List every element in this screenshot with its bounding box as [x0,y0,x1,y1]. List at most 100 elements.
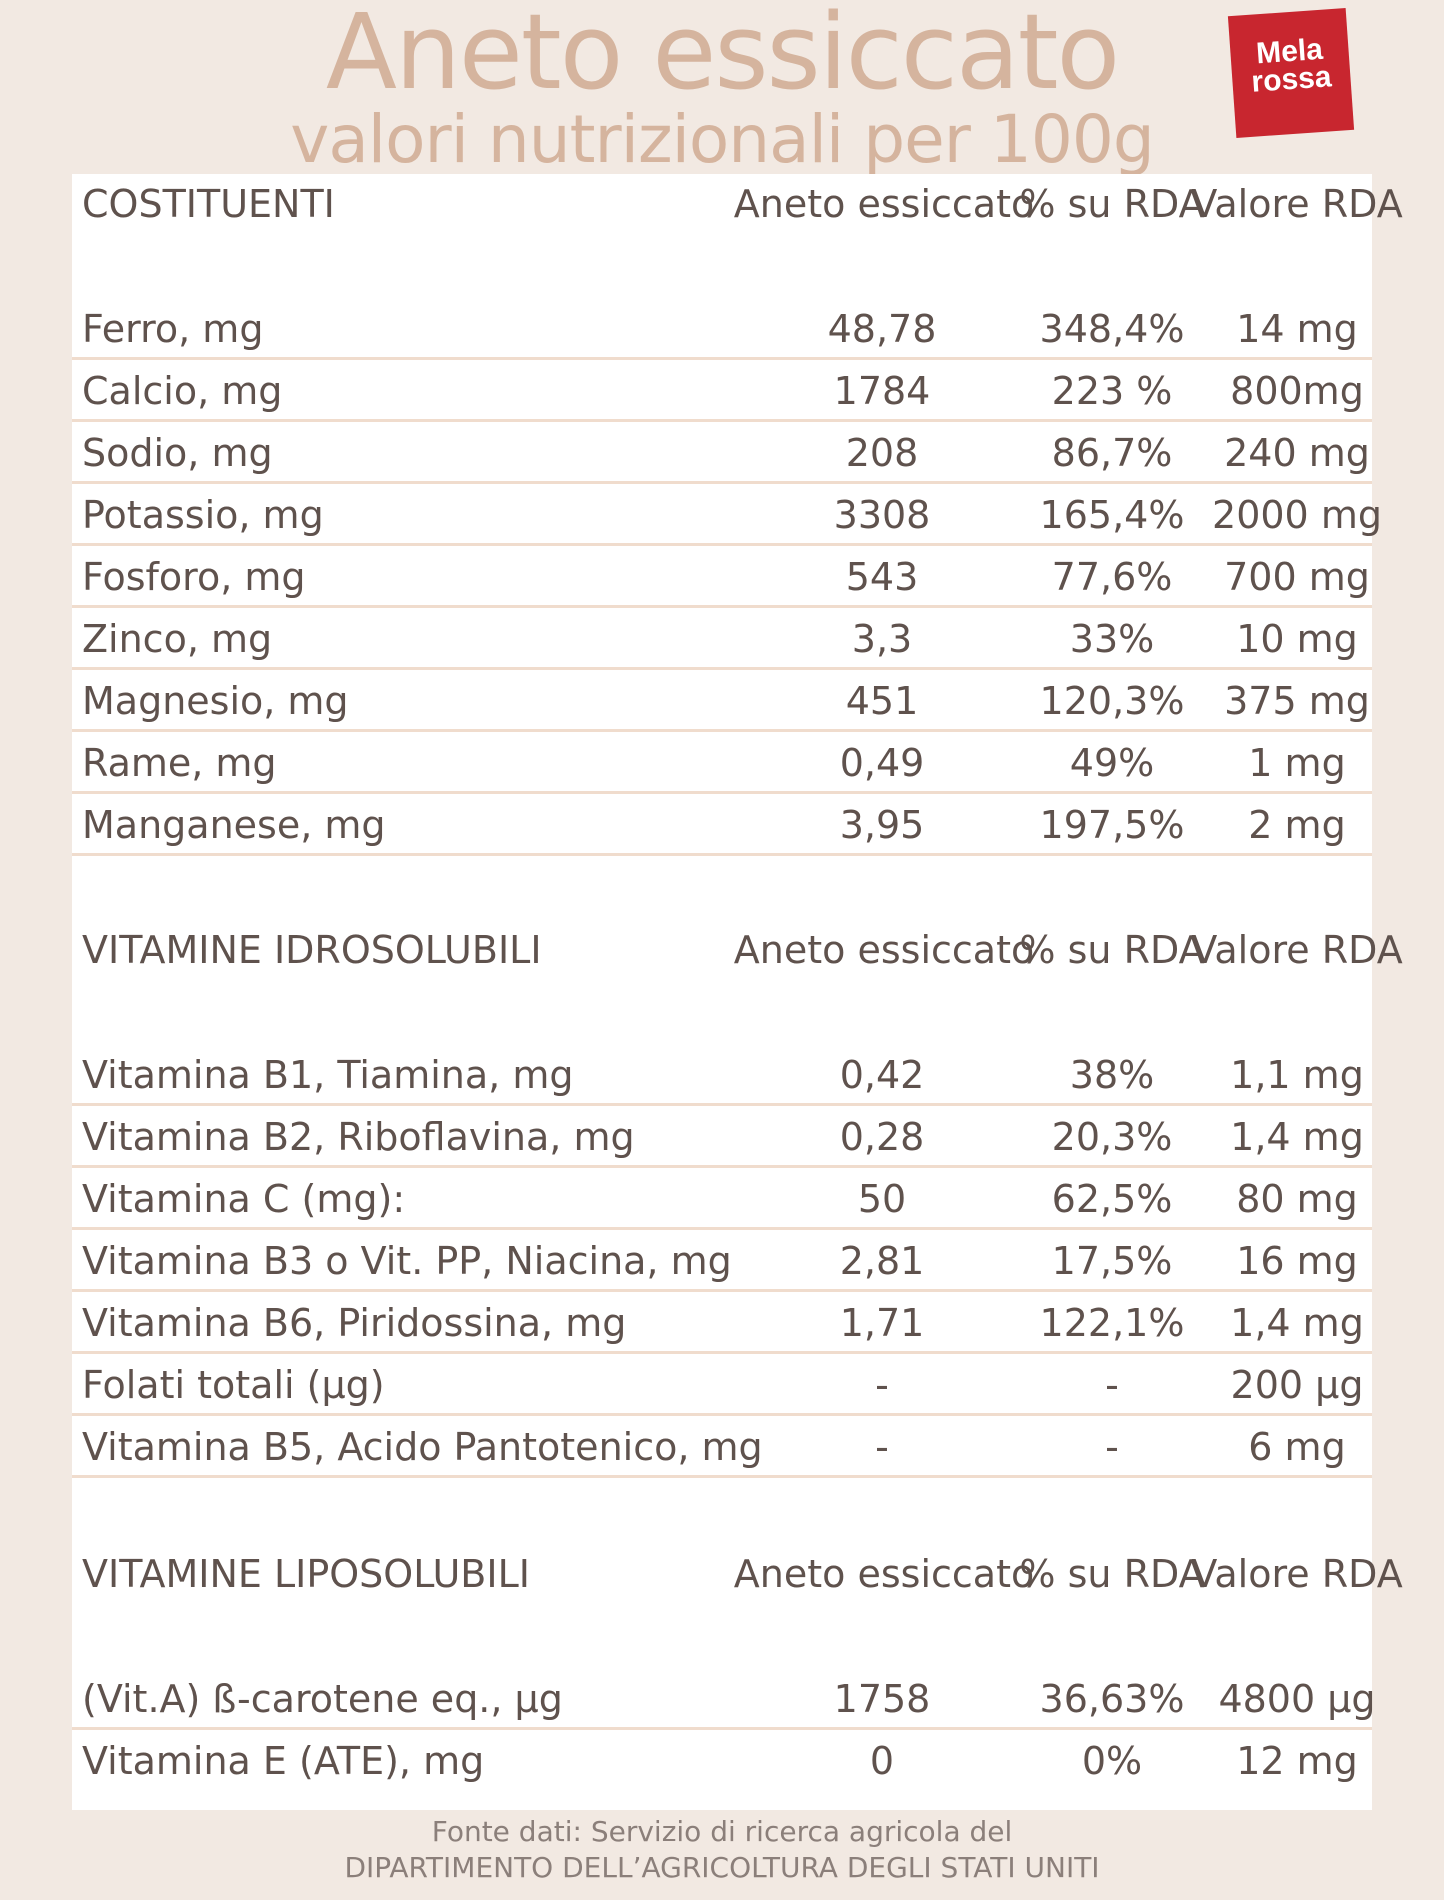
row-rda-value: 1,4 mg [1230,1115,1364,1159]
row-rda-percent: 165,4% [1039,493,1185,537]
row-label: Sodio, mg [82,431,273,475]
header-col-rda-percent: % su RDA [1019,928,1205,972]
row-rda-value: 2 mg [1248,803,1346,847]
row-label: Vitamina E (ATE), mg [82,1739,485,1783]
table-row: Zinco, mg 3,3 33% 10 mg [72,608,1372,670]
table-row: (Vit.A) ß-carotene eq., µg 1758 36,63% 4… [72,1668,1376,1730]
footer-line-1: Fonte dati: Servizio di ricerca agricola… [431,1815,1013,1848]
section-header-costituenti: COSTITUENTI Aneto essiccato % su RDA Val… [72,174,1403,234]
nutrition-table: COSTITUENTI Aneto essiccato % su RDA Val… [72,174,1403,1810]
row-label: Vitamina B6, Piridossina, mg [82,1301,627,1345]
table-row: Potassio, mg 3308 165,4% 2000 mg [72,484,1382,546]
table-row: Folati totali (µg) - - 200 µg [72,1354,1372,1416]
row-rda-value: 1,4 mg [1230,1301,1364,1345]
row-rda-percent: 120,3% [1039,679,1185,723]
row-rda-percent: 49% [1069,741,1155,785]
row-rda-value: 14 mg [1236,307,1358,351]
footer-line-2: DIPARTIMENTO DELL’AGRICOLTURA DEGLI STAT… [344,1851,1100,1884]
header-col-rda-value: Valore RDA [1191,182,1403,226]
row-value: 50 [857,1177,907,1221]
row-rda-percent: 77,6% [1051,555,1173,599]
row-value: 1,71 [839,1301,925,1345]
row-value: 3308 [833,493,931,537]
header-col-value: Aneto essiccato [733,928,1035,972]
row-rda-percent: 86,7% [1051,431,1173,475]
section-header-vitamine-liposolubili: VITAMINE LIPOSOLUBILI Aneto essiccato % … [72,1544,1403,1604]
row-label: Folati totali (µg) [82,1363,385,1407]
row-rda-percent: - [1105,1425,1119,1469]
row-value: 0,42 [839,1053,925,1097]
row-rda-percent: - [1105,1363,1119,1407]
header-label: VITAMINE IDROSOLUBILI [82,928,542,972]
table-row: Manganese, mg 3,95 197,5% 2 mg [72,794,1372,856]
table-row: Vitamina E (ATE), mg 0 0% 12 mg [72,1730,1372,1792]
row-value: 1784 [833,369,931,413]
header-label: COSTITUENTI [82,182,335,226]
table-row: Rame, mg 0,49 49% 1 mg [72,732,1372,794]
row-label: Potassio, mg [82,493,324,537]
row-label: Vitamina C (mg): [82,1177,406,1221]
row-rda-percent: 197,5% [1039,803,1185,847]
row-value: - [875,1363,889,1407]
row-label: Ferro, mg [82,307,264,351]
table-row: Vitamina B5, Acido Pantotenico, mg - - 6… [72,1416,1372,1478]
header-label: VITAMINE LIPOSOLUBILI [82,1552,530,1596]
section-header-vitamine-idrosolubili: VITAMINE IDROSOLUBILI Aneto essiccato % … [72,920,1403,980]
row-rda-percent: 36,63% [1039,1677,1185,1721]
table-row: Fosforo, mg 543 77,6% 700 mg [72,546,1372,608]
table-row: Vitamina B6, Piridossina, mg 1,71 122,1%… [72,1292,1372,1354]
row-value: 1758 [833,1677,931,1721]
row-label: Vitamina B5, Acido Pantotenico, mg [82,1425,763,1469]
row-rda-value: 200 µg [1230,1363,1364,1407]
row-rda-value: 80 mg [1236,1177,1358,1221]
row-rda-percent: 122,1% [1039,1301,1185,1345]
row-rda-percent: 0% [1081,1739,1143,1783]
table-row: Vitamina B2, Riboflavina, mg 0,28 20,3% … [72,1106,1372,1168]
table-row: Ferro, mg 48,78 348,4% 14 mg [72,298,1372,360]
source-footer: Fonte dati: Servizio di ricerca agricola… [0,1814,1444,1886]
row-rda-value: 16 mg [1236,1239,1358,1283]
row-rda-percent: 38% [1069,1053,1155,1097]
row-value: 3,3 [851,617,913,661]
row-rda-value: 800mg [1230,369,1364,413]
table-row: Vitamina C (mg): 50 62,5% 80 mg [72,1168,1372,1230]
row-value: 451 [845,679,919,723]
page-title: Aneto essiccato [325,0,1120,113]
row-rda-value: 375 mg [1224,679,1370,723]
row-label: Vitamina B1, Tiamina, mg [82,1053,574,1097]
row-label: Vitamina B3 o Vit. PP, Niacina, mg [82,1239,732,1283]
row-value: 3,95 [839,803,925,847]
row-label: Manganese, mg [82,803,386,847]
row-value: 0,28 [839,1115,925,1159]
table-row: Vitamina B1, Tiamina, mg 0,42 38% 1,1 mg [72,1044,1372,1106]
row-rda-value: 2000 mg [1212,493,1382,537]
page-subtitle: valori nutrizionali per 100g [290,101,1154,178]
row-label: Rame, mg [82,741,277,785]
table-row: Calcio, mg 1784 223 % 800mg [72,360,1372,422]
row-label: Magnesio, mg [82,679,349,723]
row-rda-percent: 20,3% [1051,1115,1173,1159]
row-label: Calcio, mg [82,369,283,413]
header-col-rda-percent: % su RDA [1019,182,1205,226]
header-col-value: Aneto essiccato [733,182,1035,226]
melarossa-logo: Mela rossa [1227,8,1355,138]
row-rda-percent: 17,5% [1051,1239,1173,1283]
row-label: Zinco, mg [82,617,273,661]
row-value: 0,49 [839,741,925,785]
header-col-rda-value: Valore RDA [1191,1552,1403,1596]
row-label: Fosforo, mg [82,555,306,599]
row-rda-percent: 33% [1069,617,1155,661]
row-label: (Vit.A) ß-carotene eq., µg [82,1677,563,1721]
row-value: 2,81 [839,1239,925,1283]
row-rda-value: 1,1 mg [1230,1053,1364,1097]
row-rda-value: 240 mg [1224,431,1370,475]
row-rda-value: 700 mg [1224,555,1370,599]
row-rda-value: 6 mg [1248,1425,1346,1469]
logo-line-2: rossa [1250,60,1333,99]
table-row: Sodio, mg 208 86,7% 240 mg [72,422,1372,484]
header-col-rda-percent: % su RDA [1019,1552,1205,1596]
row-value: 208 [845,431,919,475]
row-value: 48,78 [827,307,937,351]
row-rda-value: 1 mg [1248,741,1346,785]
row-rda-percent: 348,4% [1039,307,1185,351]
